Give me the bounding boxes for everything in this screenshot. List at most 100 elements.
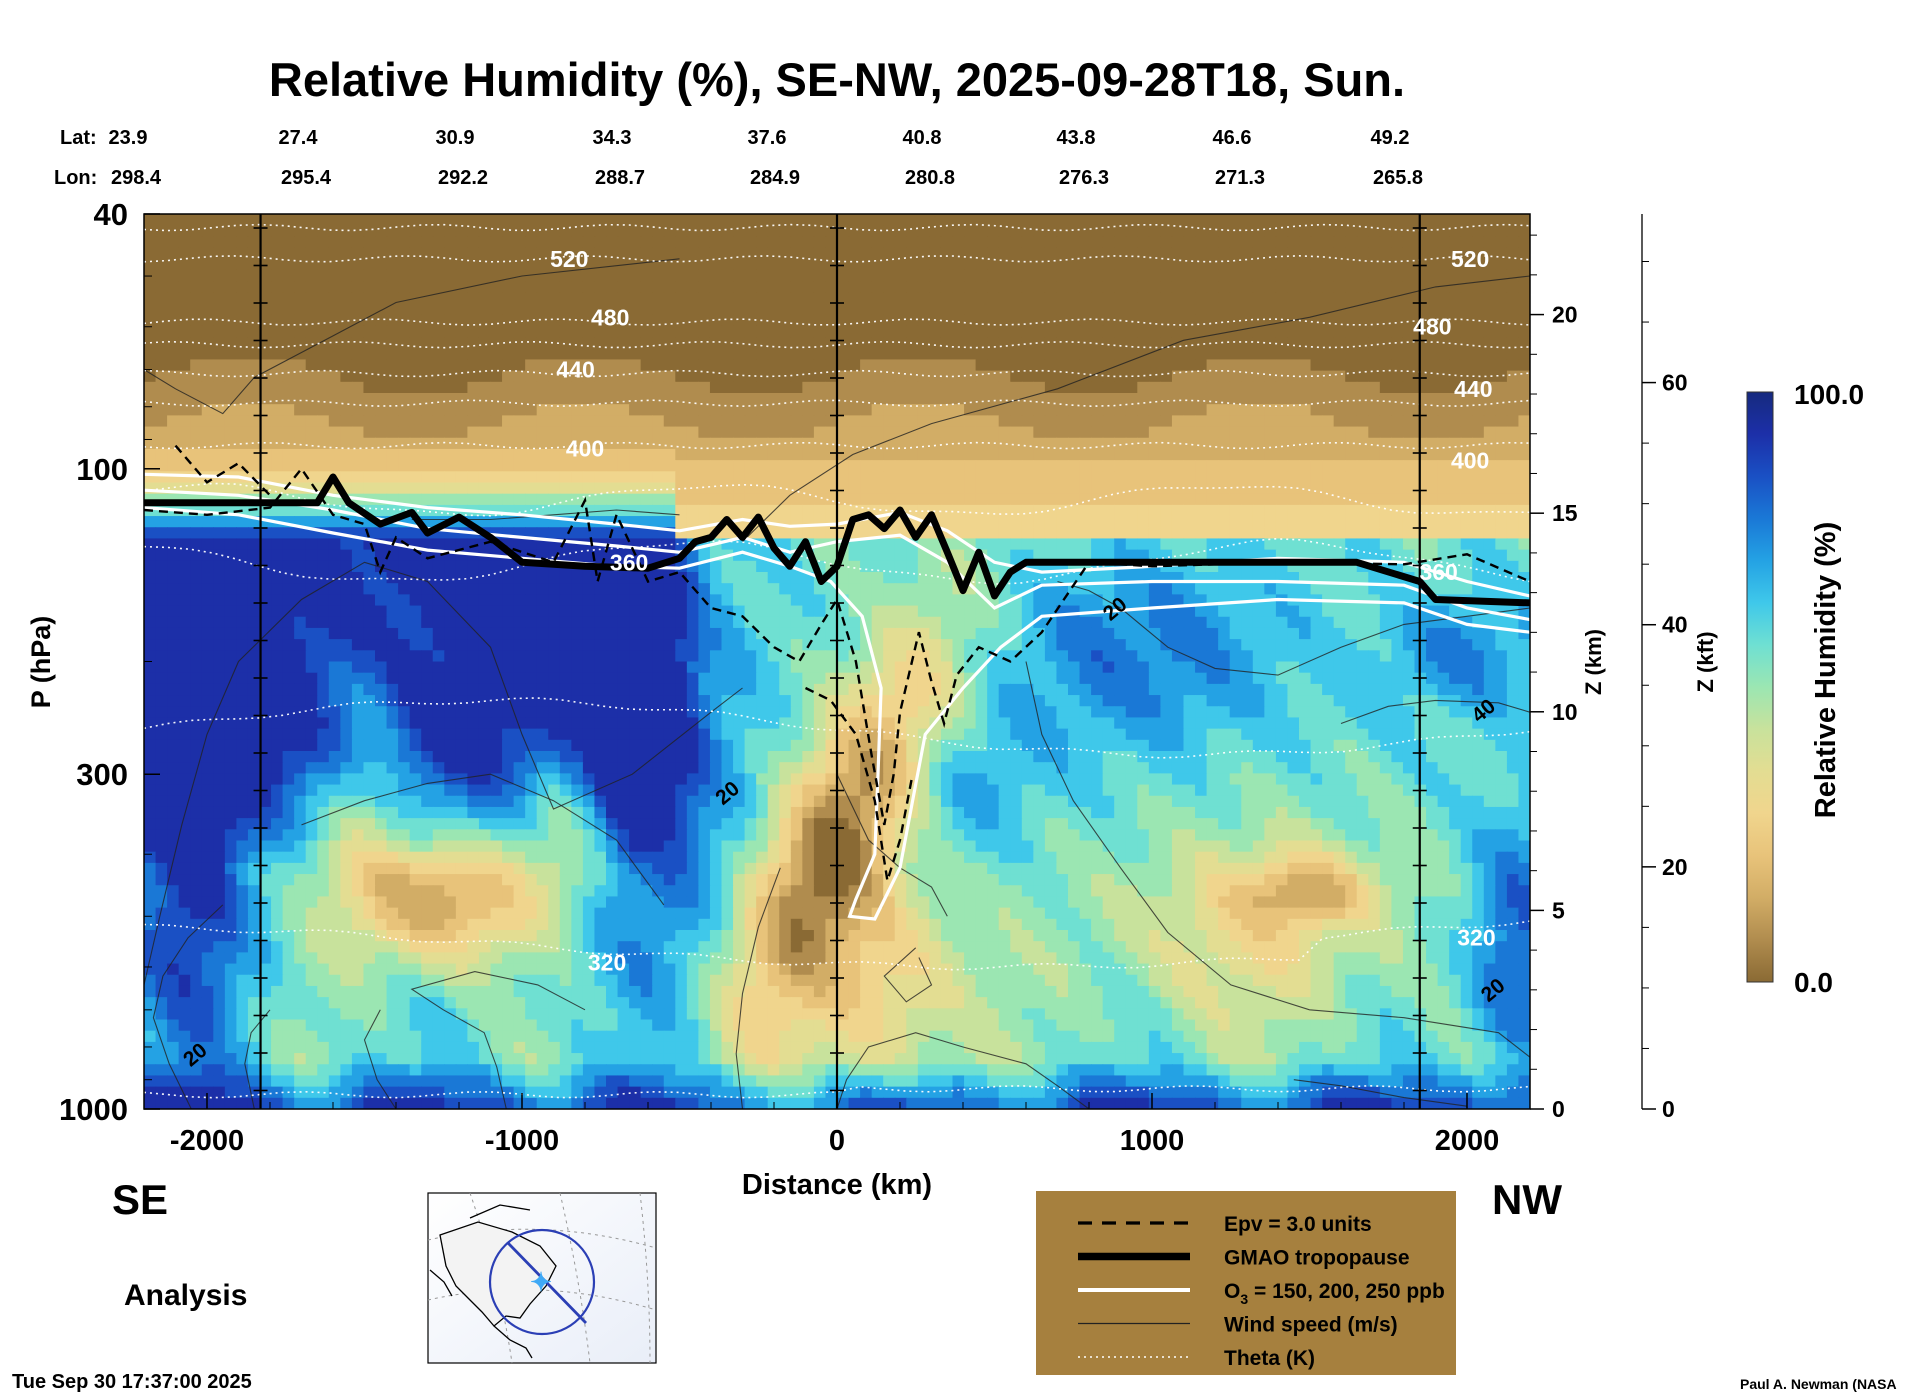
rh-cell	[1495, 460, 1508, 472]
rh-cell	[1472, 281, 1485, 293]
rh-cell	[802, 605, 815, 618]
rh-cell	[178, 594, 191, 607]
rh-cell	[1472, 303, 1485, 316]
rh-cell	[675, 370, 688, 383]
rh-cell	[1068, 583, 1081, 595]
rh-cell	[478, 214, 492, 226]
rh-cell	[698, 560, 711, 573]
rh-cell	[1310, 225, 1323, 237]
rh-cell	[617, 672, 630, 685]
rh-cell	[1148, 348, 1161, 361]
rh-cell	[201, 650, 214, 663]
rh-cell	[698, 314, 711, 327]
rh-cell	[1368, 370, 1381, 383]
rh-cell	[236, 359, 249, 372]
rh-cell	[1056, 415, 1069, 428]
rh-cell	[409, 527, 422, 540]
rh-cell	[513, 627, 526, 640]
rh-cell	[236, 661, 249, 674]
rh-cell	[236, 527, 249, 540]
rh-cell	[444, 348, 457, 361]
rh-cell	[432, 516, 445, 528]
rh-cell	[790, 471, 803, 484]
rh-cell	[1171, 404, 1185, 416]
rh-cell	[617, 471, 630, 484]
rh-cell	[190, 247, 203, 260]
rh-cell	[744, 639, 757, 651]
rh-cell	[744, 359, 757, 372]
rh-cell	[1218, 393, 1231, 405]
rh-cell	[155, 572, 168, 584]
rh-cell	[1056, 471, 1069, 484]
rh-cell	[617, 572, 630, 584]
rh-cell	[144, 247, 157, 260]
rh-cell	[1437, 214, 1450, 226]
rh-cell	[813, 359, 827, 372]
rh-cell	[1379, 381, 1392, 394]
rh-cell	[721, 247, 734, 260]
rh-cell	[571, 236, 584, 249]
rh-cell	[1506, 303, 1520, 316]
rh-cell	[490, 627, 503, 640]
rh-cell	[940, 269, 954, 282]
rh-cell	[917, 448, 930, 461]
rh-cell	[478, 560, 492, 573]
rh-cell	[582, 616, 596, 629]
rh-cell	[167, 560, 180, 573]
rh-cell	[1171, 661, 1185, 674]
rh-cell	[271, 314, 284, 327]
rh-cell	[1091, 549, 1104, 562]
rh-cell	[363, 448, 376, 461]
rh-cell	[536, 225, 549, 237]
rh-cell	[201, 616, 214, 629]
rh-cell	[1183, 460, 1196, 472]
rh-cell	[871, 415, 884, 428]
rh-cell	[155, 448, 168, 461]
rh-cell	[1449, 303, 1462, 316]
rh-cell	[917, 560, 930, 573]
rh-cell	[513, 303, 526, 316]
rh-cell	[305, 393, 318, 405]
rh-cell	[744, 225, 757, 237]
rh-cell	[490, 560, 503, 573]
rh-cell	[247, 337, 261, 349]
rh-cell	[247, 538, 261, 551]
rh-cell	[467, 348, 480, 361]
rh-cell	[1171, 594, 1185, 607]
rh-cell	[144, 348, 157, 361]
rh-cell	[236, 314, 249, 327]
rh-cell	[1426, 572, 1439, 584]
rh-cell	[1114, 639, 1127, 651]
rh-cell	[144, 471, 157, 484]
rh-cell	[652, 583, 665, 595]
rh-cell	[1229, 381, 1242, 394]
rh-cell	[1356, 303, 1369, 316]
rh-cell	[1506, 437, 1520, 450]
rh-cell	[1056, 560, 1069, 573]
rh-cell	[328, 214, 341, 226]
rh-cell	[733, 437, 746, 450]
rh-cell	[1299, 426, 1312, 439]
rh-cell	[663, 448, 676, 461]
rh-cell	[1068, 605, 1081, 618]
rh-cell	[860, 460, 873, 472]
rh-cell	[409, 639, 422, 651]
rh-cell	[1518, 292, 1530, 305]
rh-cell	[1275, 292, 1289, 305]
rh-cell	[1264, 482, 1277, 495]
rh-cell	[1010, 348, 1023, 361]
rh-cell	[375, 348, 388, 361]
rh-cell	[1206, 281, 1219, 293]
rh-cell	[894, 471, 907, 484]
rh-cell	[1437, 348, 1450, 361]
rh-cell	[1206, 627, 1219, 640]
rh-cell	[525, 460, 538, 472]
rh-cell	[1183, 393, 1196, 405]
rh-cell	[1010, 437, 1023, 450]
rh-cell	[686, 471, 699, 484]
rh-cell	[1333, 314, 1346, 327]
rh-cell	[1102, 404, 1115, 416]
rh-cell	[351, 460, 365, 472]
rh-cell	[1229, 482, 1242, 495]
rh-cell	[1379, 225, 1392, 237]
